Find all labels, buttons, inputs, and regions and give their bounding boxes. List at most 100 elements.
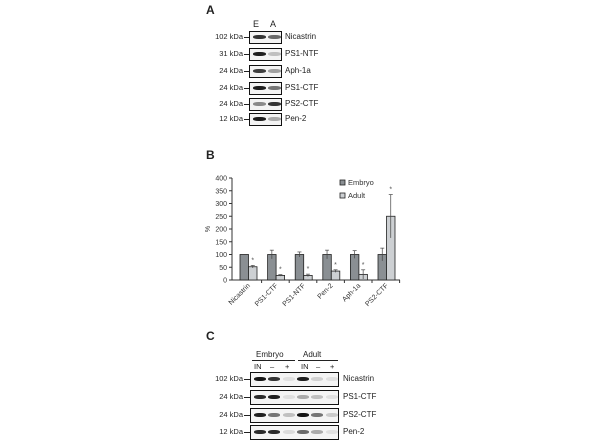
kda-tick [244, 119, 249, 120]
y-tick-label: 100 [215, 252, 227, 259]
band [311, 413, 324, 417]
band [268, 430, 281, 434]
band [253, 117, 266, 121]
band [253, 69, 266, 73]
band [268, 377, 281, 381]
band [253, 102, 266, 106]
bar-embryo [349, 254, 360, 281]
protein-label: Pen-2 [285, 114, 307, 123]
x-tick-label: Aph-1a [341, 282, 362, 303]
group-label-adult: Adult [303, 350, 322, 359]
kda-label: 102 kDa [215, 32, 243, 41]
band [325, 377, 338, 381]
blot-strip [250, 390, 339, 405]
band [253, 35, 266, 39]
kda-label: 102 kDa [215, 374, 243, 383]
lane-label: + [285, 362, 290, 371]
significance-marker: * [251, 257, 254, 264]
protein-label: Pen-2 [343, 427, 365, 436]
band [282, 430, 295, 434]
kda-tick [244, 54, 249, 55]
kda-tick [244, 104, 249, 105]
kda-label: 24 kDa [219, 410, 243, 419]
band [268, 69, 281, 73]
band [268, 117, 281, 121]
band [254, 413, 266, 417]
band [268, 86, 281, 90]
bar-chart: 0 50 100 150 200 250 300 350 400% * Nicastrin * PS1-… [205, 176, 401, 308]
band [254, 377, 266, 381]
kda-tick [244, 415, 250, 416]
y-tick-label: 350 [215, 188, 227, 195]
panel-b-letter: B [206, 148, 215, 162]
panel-a-letter: A [206, 3, 215, 17]
band [296, 430, 309, 434]
panel-c-letter: C [206, 329, 215, 343]
y-tick-label: 250 [215, 214, 227, 221]
group-label-embryo: Embryo [256, 350, 284, 359]
significance-marker: * [279, 267, 282, 274]
band [325, 413, 338, 417]
blot-strip [249, 48, 282, 61]
band [282, 395, 295, 399]
lane-label: – [270, 362, 275, 371]
legend-swatch-adult [339, 192, 346, 199]
group-underline-embryo [252, 360, 295, 361]
kda-tick [244, 37, 249, 38]
band [268, 395, 281, 399]
bar-embryo [294, 254, 305, 281]
protein-label: Nicastrin [285, 32, 317, 41]
protein-label: PS1-CTF [343, 392, 377, 401]
kda-tick [244, 432, 250, 433]
kda-label: 31 kDa [219, 49, 243, 58]
band [311, 395, 324, 399]
legend-swatch-embryo [339, 179, 346, 186]
blot-strip [249, 98, 282, 111]
y-tick-label: 300 [215, 201, 227, 208]
protein-label: PS2-CTF [285, 99, 319, 108]
kda-label: 24 kDa [219, 99, 243, 108]
band [282, 413, 295, 417]
band [268, 35, 281, 39]
lane-label: – [316, 362, 321, 371]
band [296, 413, 309, 417]
band [311, 377, 324, 381]
band [254, 395, 266, 399]
group-underline-adult [298, 360, 338, 361]
band [296, 377, 309, 381]
protein-label: PS1-CTF [285, 83, 319, 92]
kda-tick [244, 379, 250, 380]
x-tick-label: Pen-2 [317, 282, 335, 300]
y-tick-label: 50 [219, 265, 227, 272]
band [268, 102, 281, 106]
significance-marker: * [389, 187, 392, 194]
protein-label: Nicastrin [343, 374, 375, 383]
bar-adult [330, 270, 341, 281]
significance-marker: * [334, 262, 337, 269]
protein-label: Aph-1a [285, 66, 311, 75]
blot-strip [249, 82, 282, 95]
kda-label: 24 kDa [219, 66, 243, 75]
y-tick-label: 200 [215, 227, 227, 234]
lane-label: IN [254, 362, 262, 371]
band [254, 430, 266, 434]
blot-strip [249, 65, 282, 78]
blot-strip [250, 372, 339, 387]
lane-label-adult: A [270, 19, 277, 29]
bar-embryo [239, 254, 249, 281]
legend-label-embryo: Embryo [348, 178, 374, 187]
kda-tick [244, 88, 249, 89]
protein-label: PS1-NTF [285, 49, 319, 58]
significance-marker: * [307, 266, 310, 273]
band [325, 395, 338, 399]
legend-label-adult: Adult [348, 191, 366, 200]
protein-label: PS2-CTF [343, 410, 377, 419]
band [268, 52, 281, 56]
kda-tick [244, 397, 250, 398]
y-axis-label: % [205, 226, 212, 232]
band [268, 413, 281, 417]
blot-strip [250, 408, 339, 423]
y-tick-label: 400 [215, 176, 227, 183]
kda-label: 12 kDa [219, 427, 243, 436]
kda-tick [244, 71, 249, 72]
